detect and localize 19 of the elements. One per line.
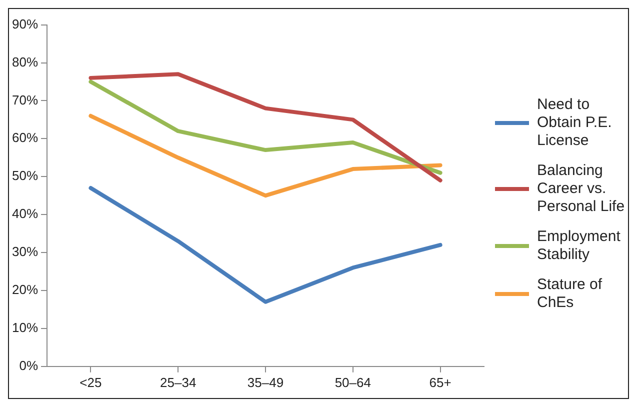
legend-label: Stature of ChEs: [537, 276, 604, 312]
y-tick-label: 60%: [12, 130, 38, 145]
x-tick-label: 25–34: [160, 374, 196, 390]
y-tick-label: 10%: [12, 320, 38, 335]
y-tick-label: 80%: [12, 54, 38, 69]
x-tick-label: 65+: [429, 374, 452, 390]
y-tick-label: 90%: [12, 16, 38, 31]
x-tick-label: <25: [80, 374, 102, 390]
y-tick-label: 0%: [19, 357, 38, 372]
y-tick-label: 20%: [12, 282, 38, 297]
x-tick-label: 50–64: [334, 374, 371, 390]
y-tick-label: 30%: [12, 244, 38, 259]
y-tick-label: 70%: [12, 92, 38, 107]
y-tick-label: 50%: [12, 168, 38, 183]
legend-label: Need to Obtain P.E. License: [537, 96, 613, 150]
legend-label: Employment Stability: [537, 228, 622, 264]
x-tick-label: 35–49: [247, 374, 284, 390]
legend-label: Balancing Career vs. Personal Life: [537, 162, 626, 216]
y-tick-label: 40%: [12, 206, 38, 221]
